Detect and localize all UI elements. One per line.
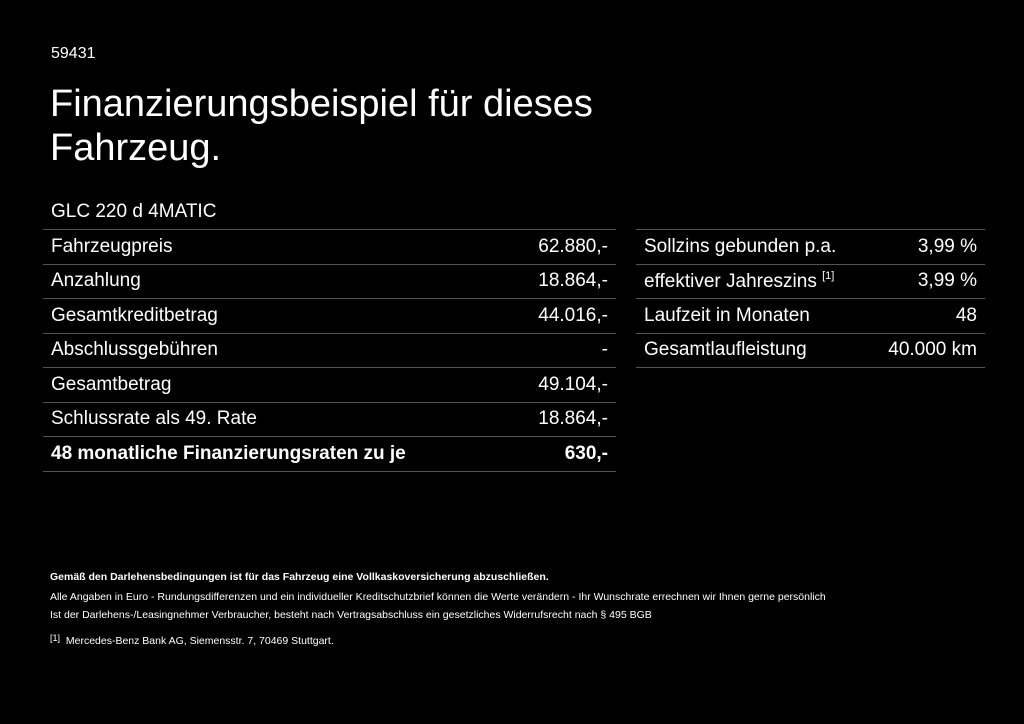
row-label: Fahrzeugpreis <box>43 229 509 264</box>
row-value: 18.864,- <box>508 263 616 299</box>
table-row: Fahrzeugpreis 62.880,- <box>43 229 616 264</box>
row-label-cell: effektiver Jahreszins [1] <box>636 263 869 299</box>
financing-table: Fahrzeugpreis 62.880,- Anzahlung 18.864,- … <box>43 229 616 472</box>
table-row: Schlussrate als 49. Rate 18.864,- <box>43 401 616 437</box>
footnote-marker: [1] <box>822 269 835 282</box>
row-label: Sollzins gebunden p.a. <box>636 229 869 264</box>
row-label: Anzahlung <box>43 263 509 299</box>
row-value: 49.104,- <box>508 367 616 402</box>
row-value: 48 <box>868 298 985 333</box>
row-label: effektiver Jahreszins <box>644 270 817 292</box>
footnote-text: Mercedes-Benz Bank AG, Siemensstr. 7, 70… <box>65 635 334 647</box>
row-value: 40.000 km <box>868 332 985 368</box>
table-row: Laufzeit in Monaten 48 <box>636 298 985 333</box>
reference-footnote: [1] Mercedes-Benz Bank AG, Siemensstr. 7… <box>50 633 334 647</box>
model-name: GLC 220 d 4MATIC <box>51 201 217 222</box>
row-label: Gesamtkreditbetrag <box>43 298 509 333</box>
table-row: Abschlussgebühren - <box>43 332 616 368</box>
row-value: 44.016,- <box>508 298 616 333</box>
row-label: Gesamtbetrag <box>43 367 509 402</box>
row-value: 630,- <box>508 436 616 472</box>
row-value: 3,99 % <box>868 263 985 299</box>
monthly-rate-row: 48 monatliche Finanzierungsraten zu je 63… <box>43 436 616 472</box>
table-row: effektiver Jahreszins [1] 3,99 % <box>636 263 985 299</box>
row-label: Schlussrate als 49. Rate <box>43 401 509 437</box>
row-value: 3,99 % <box>868 229 985 264</box>
row-value: 62.880,- <box>508 229 616 264</box>
row-label: 48 monatliche Finanzierungsraten zu je <box>43 436 509 472</box>
row-label: Laufzeit in Monaten <box>636 298 869 333</box>
footnote-marker: [1] <box>50 633 61 643</box>
row-label: Gesamtlaufleistung <box>636 332 869 368</box>
row-label: Abschlussgebühren <box>43 332 509 368</box>
interest-table: Sollzins gebunden p.a. 3,99 % effektiver … <box>636 229 985 368</box>
row-value: - <box>508 332 616 368</box>
insurance-note: Gemäß den Darlehensbedingungen ist für d… <box>50 571 549 583</box>
table-row: Gesamtlaufleistung 40.000 km <box>636 332 985 368</box>
page-title: Finanzierungsbeispiel für dieses Fahrzeu… <box>50 83 593 169</box>
row-value: 18.864,- <box>508 401 616 437</box>
disclaimer-note: Alle Angaben in Euro - Rundungsdifferenz… <box>50 591 826 603</box>
table-row: Sollzins gebunden p.a. 3,99 % <box>636 229 985 264</box>
reference-number: 59431 <box>51 45 96 62</box>
table-row: Anzahlung 18.864,- <box>43 263 616 299</box>
table-row: Gesamtkreditbetrag 44.016,- <box>43 298 616 333</box>
withdrawal-note: Ist der Darlehens-/Leasingnehmer Verbrau… <box>50 609 652 621</box>
table-row: Gesamtbetrag 49.104,- <box>43 367 616 402</box>
